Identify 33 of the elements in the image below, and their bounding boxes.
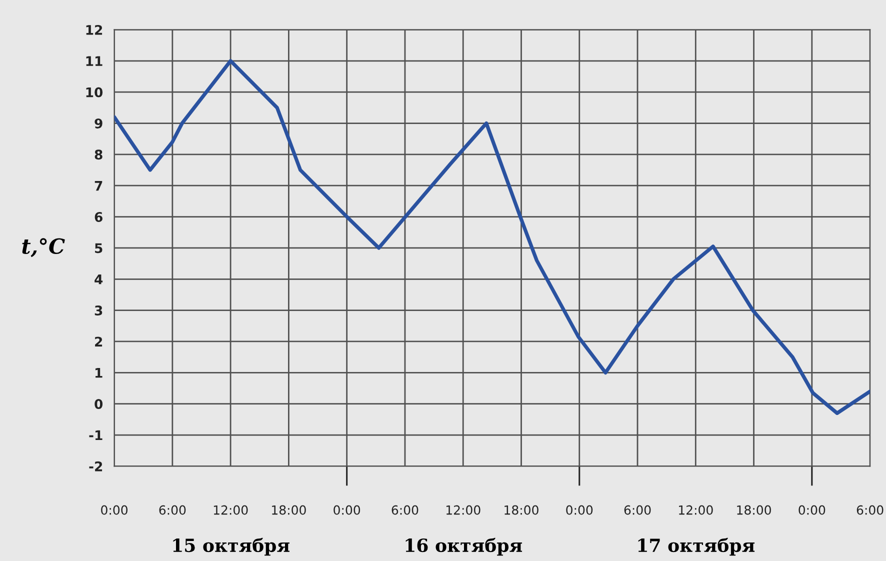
x-tick-label: 12:00 xyxy=(679,505,713,515)
y-tick-label: 10 xyxy=(86,87,103,98)
x-tick-label: 18:00 xyxy=(272,505,306,515)
x-tick-label: 12:00 xyxy=(446,505,480,515)
text: 16 октября xyxy=(406,538,522,556)
x-tick-label: 6:00 xyxy=(624,505,651,515)
x-tick-label: 12:00 xyxy=(214,505,248,515)
x-tick-label: 18:00 xyxy=(504,505,538,515)
y-tick-label: 9 xyxy=(94,118,102,128)
text: 17 октября xyxy=(638,538,755,556)
x-tick-label: 18:00 xyxy=(737,505,771,515)
y-tick-label: -2 xyxy=(89,461,102,472)
y-tick-label: 8 xyxy=(94,150,102,160)
x-tick-label: 0:00 xyxy=(101,505,128,515)
y-tick-label: 2 xyxy=(95,336,102,346)
y-tick-label: 12 xyxy=(86,24,102,35)
y-tick-label: -1 xyxy=(89,430,102,440)
x-tick-label: 0:00 xyxy=(334,505,360,515)
x-tick-label: 6:00 xyxy=(159,505,186,515)
y-tick-label: 5 xyxy=(95,243,102,254)
x-tick-label: 0:00 xyxy=(798,505,826,515)
x-tick-label: 6:00 xyxy=(856,505,884,515)
y-tick-label: 0 xyxy=(94,399,103,410)
y-tick-label: 11 xyxy=(86,56,102,66)
y-tick-label: 3 xyxy=(94,306,102,316)
x-tick-label: 6:00 xyxy=(392,505,418,515)
y-tick-label: 7 xyxy=(94,181,102,191)
y-tick-label: 4 xyxy=(94,274,103,284)
x-tick-label: 0:00 xyxy=(566,505,593,515)
y-tick-label: 6 xyxy=(94,212,102,222)
y-axis-title: t,°C xyxy=(22,238,65,258)
text: 15 октября xyxy=(173,538,290,556)
y-tick-label: 1 xyxy=(95,368,102,378)
